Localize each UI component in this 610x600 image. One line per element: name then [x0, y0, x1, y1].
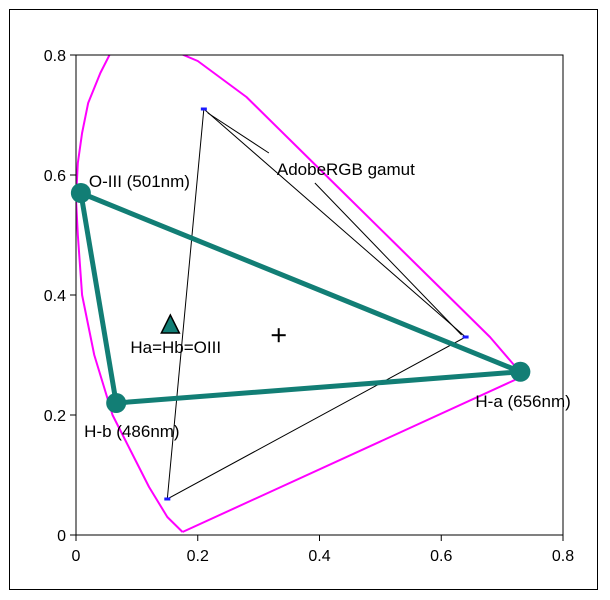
y-tick-label: 0.8: [44, 48, 66, 65]
emission-line-point: [510, 361, 531, 382]
emission-line-point: [106, 393, 127, 413]
gamut-vertex-marker: [164, 497, 171, 501]
data-labels: O-III (501nm) H-a (656nm) H-b (486nm) Ha=Hb…: [70, 160, 571, 441]
gamut-vertex-marker: [200, 107, 207, 111]
h-a-label: H-a (656nm): [475, 392, 570, 411]
chart-frame: [9, 9, 598, 590]
emission-line-point: [70, 183, 91, 203]
annotation-leader-line: [207, 112, 270, 154]
purple-line: [182, 375, 524, 533]
o-iii-label: O-III (501nm): [89, 172, 190, 191]
plot-border: [75, 54, 564, 536]
white-point-marker: [271, 328, 286, 343]
y-tick-label: 0: [57, 528, 66, 545]
x-tick-label: 0: [72, 548, 81, 565]
y-tick-label: 0.4: [44, 288, 66, 305]
emission-triangle: [78, 190, 523, 406]
adobe-rgb-gamut-triangle: [166, 107, 467, 500]
annotation-leader-line: [314, 182, 462, 336]
x-tick-label: 0.2: [187, 548, 209, 565]
h-b-label: H-b (486nm): [84, 422, 179, 441]
x-tick-label: 0.6: [430, 548, 452, 565]
y-tick-label: 0.6: [44, 168, 66, 185]
x-tick-label: 0.4: [308, 548, 330, 565]
x-tick-label: 0.8: [552, 548, 574, 565]
adobe-rgb-gamut-label: AdobeRGB gamut: [277, 160, 415, 179]
spectral-locus-curve: [76, 55, 184, 533]
gamut-vertex-marker: [462, 335, 469, 339]
equal-mix-label: Ha=Hb=OIII: [130, 338, 221, 357]
equal-mix-marker: [160, 313, 181, 334]
spectral-locus-curve: [180, 55, 525, 377]
axis-ticks: 0 0.2 0.4 0.6 0.8 0 0.2 0.4 0.6 0.8: [44, 48, 574, 565]
y-tick-label: 0.2: [44, 408, 66, 425]
plot-area: [76, 55, 525, 533]
